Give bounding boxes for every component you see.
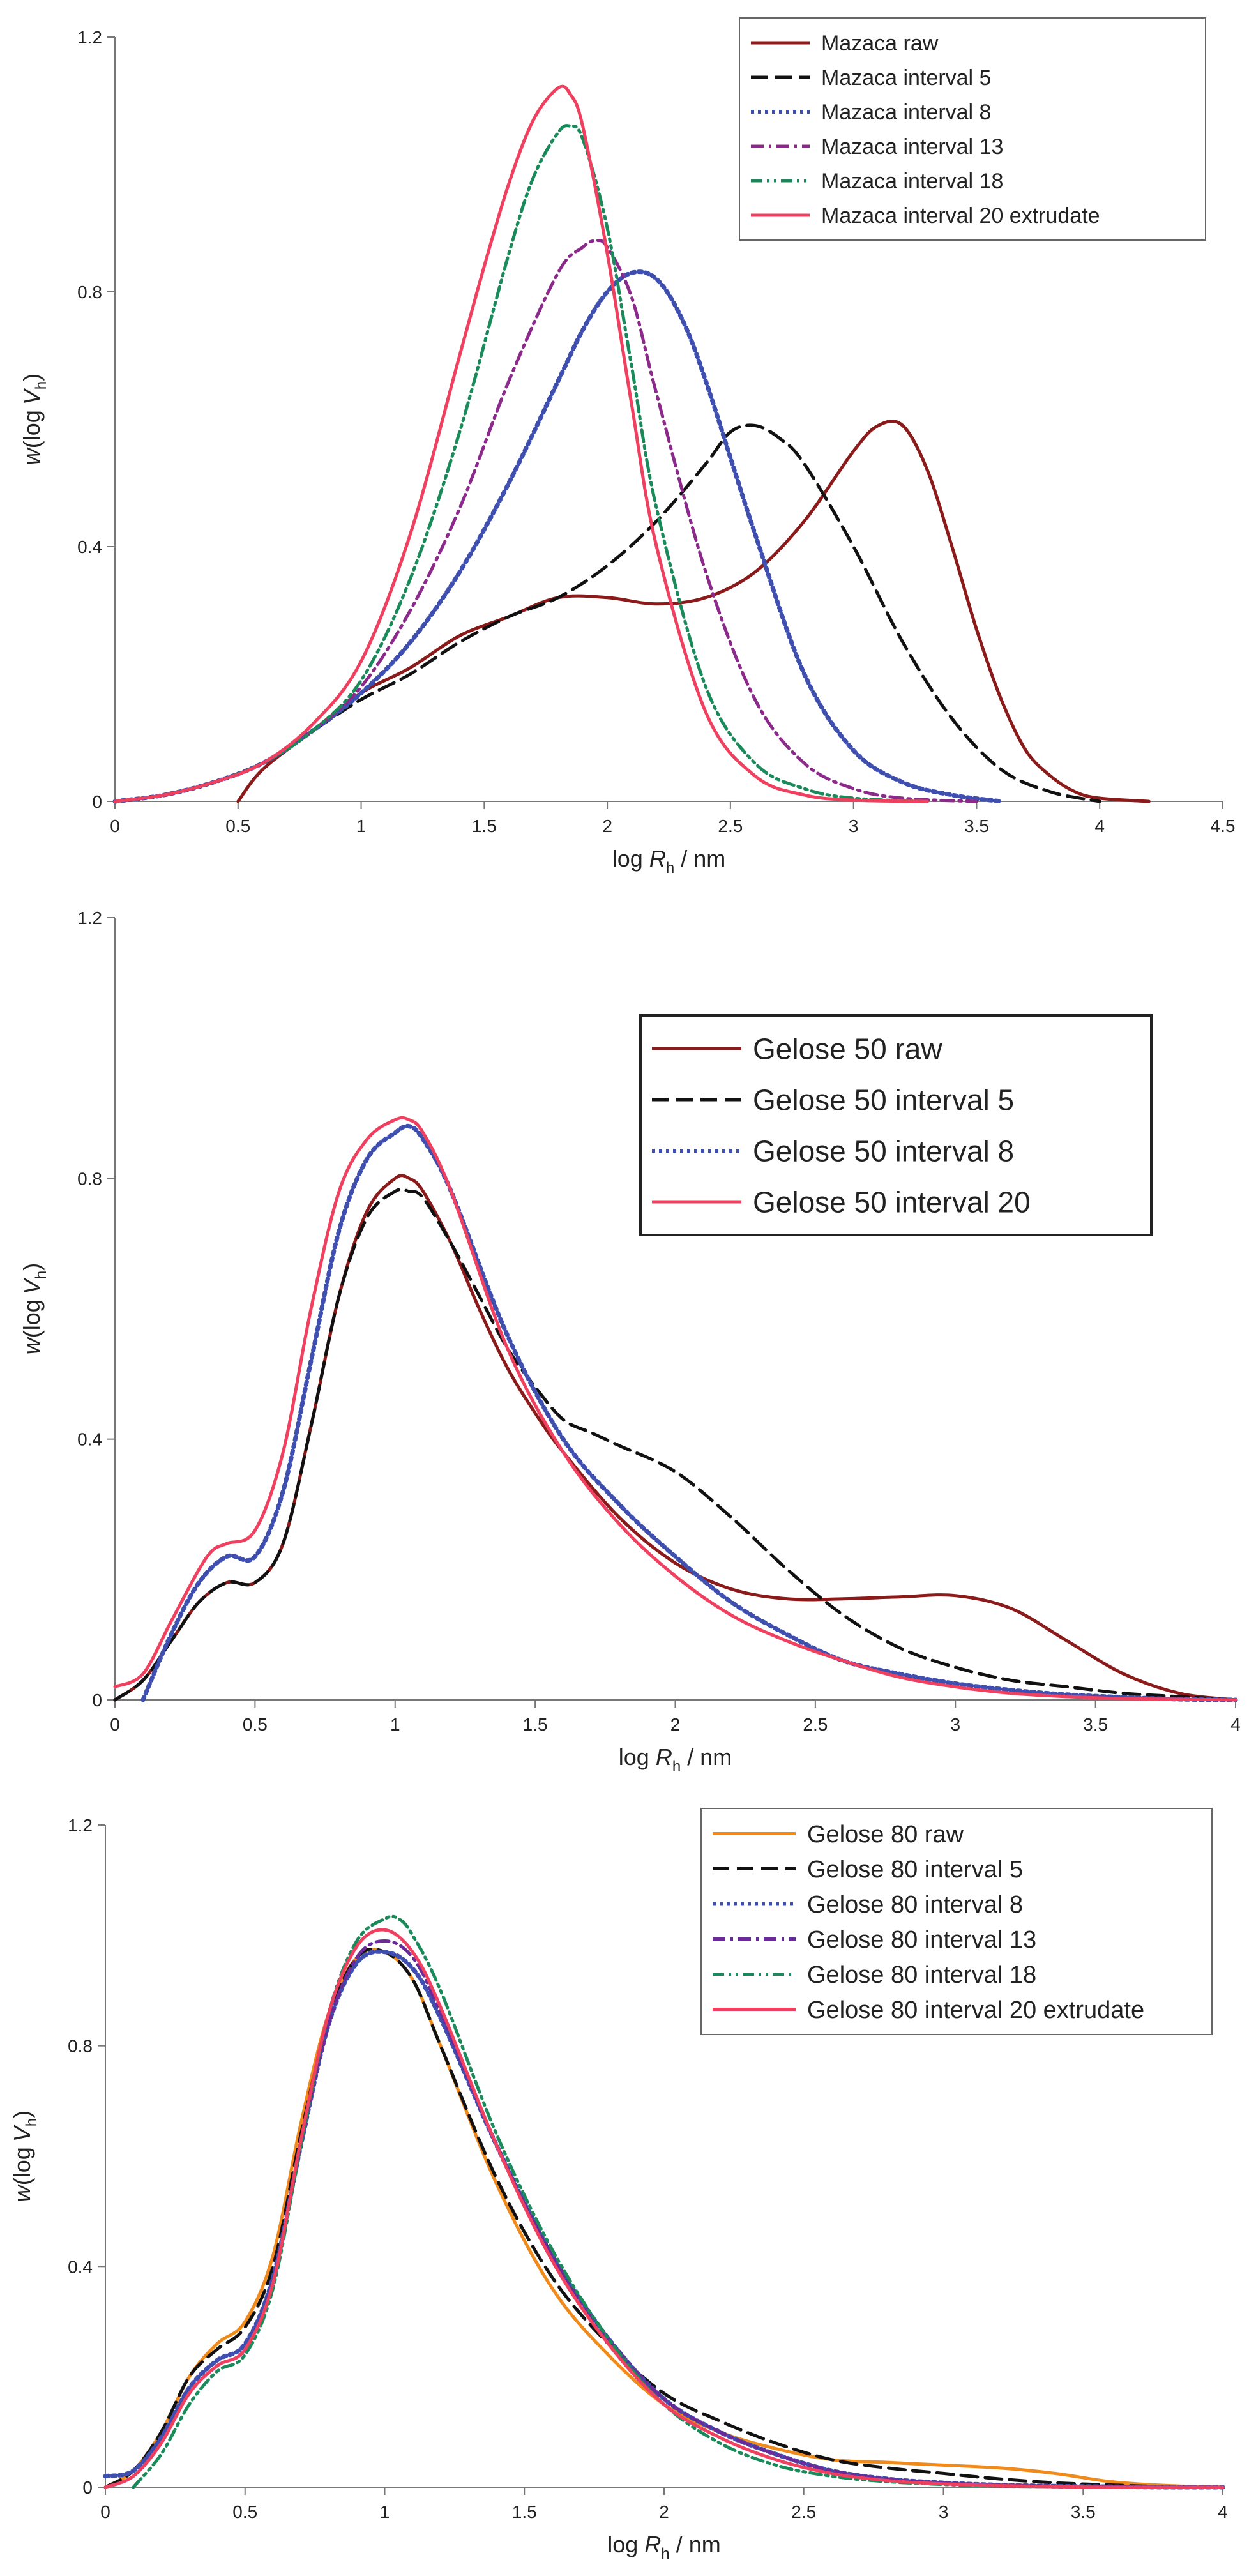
x-tick-label: 2 (659, 2502, 669, 2522)
y-tick-label: 0.8 (77, 1169, 102, 1188)
legend-label: Mazaca interval 18 (821, 169, 1003, 193)
x-tick-label: 0 (100, 2502, 110, 2522)
legend-label: Gelose 50 interval 5 (753, 1084, 1014, 1117)
x-tick-label: 3.5 (1083, 1715, 1108, 1734)
legend-label: Mazaca interval 8 (821, 100, 991, 125)
panel-gelose50: 0 0.4 0.8 1.2 0 0.5 1 1.5 2 2.5 3 3.5 4 log Rh / nm w(… (19, 908, 1241, 1775)
series-line-1 (103, 1948, 1225, 2489)
series-line-2 (113, 1187, 1237, 1702)
series-line-3 (140, 1123, 1238, 1702)
y-tick-label: 0 (92, 1690, 102, 1710)
x-tick-label: 1.5 (472, 816, 497, 836)
x-axis-label: log Rh / nm (619, 1744, 732, 1775)
x-tick-label: 0.5 (232, 2502, 257, 2522)
series-line-2 (113, 423, 1101, 803)
y-tick-label: 0.4 (68, 2257, 93, 2277)
y-tick-label: 0.4 (77, 537, 102, 557)
y-axis-label: w(logVh) (9, 2110, 40, 2202)
x-tick-label: 0 (110, 1715, 120, 1734)
x-tick-label: 4.5 (1211, 816, 1236, 836)
series-line-3 (112, 269, 1004, 804)
x-tick-label: 1 (380, 2502, 390, 2522)
x-axis-label: log Rh / nm (612, 845, 725, 877)
legend: Mazaca raw Mazaca interval 5 Mazaca interv… (739, 17, 1206, 241)
panel-mazaca: 0 0.4 0.8 1.2 0 0.5 1 1.5 2 2.5 3 3.5 4 4.5 log Rh / n… (19, 17, 1236, 877)
x-tick-label: 3 (939, 2502, 949, 2522)
series-line-5 (113, 124, 929, 803)
x-tick-label: 0 (110, 816, 120, 836)
legend-label: Gelose 50 interval 20 (753, 1186, 1031, 1219)
x-tick-label: 3.5 (1071, 2502, 1096, 2522)
legend-box (739, 17, 1206, 241)
y-axis-label: w(logVh) (19, 1263, 50, 1354)
x-tick-label: 3.5 (964, 816, 989, 836)
series-line-6 (113, 84, 929, 803)
legend-label: Gelose 80 raw (807, 1821, 964, 1848)
x-tick-label: 2 (602, 816, 612, 836)
legend-label: Gelose 50 interval 8 (753, 1135, 1014, 1168)
legend-label: Mazaca interval 5 (821, 66, 991, 90)
series-line-4 (113, 1116, 1237, 1702)
series-line-2 (103, 1947, 1225, 2489)
legend-label: Mazaca interval 13 (821, 135, 1003, 159)
legend: Gelose 50 raw Gelose 50 interval 5 Gelose … (639, 1014, 1153, 1236)
y-tick-label: 0 (92, 792, 102, 812)
x-tick-label: 4 (1218, 2502, 1228, 2522)
series-line-1 (113, 1174, 1237, 1702)
series-line-4 (113, 238, 978, 803)
legend-label: Gelose 50 raw (753, 1033, 942, 1066)
legend-label: Gelose 80 interval 18 (807, 1962, 1036, 1989)
legend-label: Gelose 80 interval 8 (807, 1891, 1023, 1918)
x-tick-label: 2.5 (718, 816, 743, 836)
legend-label: Mazaca interval 20 extrudate (821, 204, 1100, 228)
x-tick-label: 2.5 (791, 2502, 816, 2522)
x-tick-label: 1.5 (512, 2502, 537, 2522)
y-tick-label: 1.2 (77, 27, 102, 47)
legend-label: Mazaca raw (821, 31, 939, 56)
x-tick-label: 2 (670, 1715, 681, 1734)
legend-label: Gelose 80 interval 13 (807, 1927, 1036, 1953)
legend: Gelose 80 raw Gelose 80 interval 5 Gelose … (700, 1808, 1213, 2035)
y-tick-label: 1.2 (68, 1815, 93, 1835)
y-axis-label: w(logVh) (19, 374, 50, 465)
x-tick-label: 4 (1094, 816, 1105, 836)
x-tick-label: 0.5 (243, 1715, 268, 1734)
y-tick-label: 0.4 (77, 1430, 102, 1450)
legend-box (639, 1014, 1153, 1236)
y-tick-label: 0.8 (68, 2036, 93, 2056)
x-tick-label: 3 (849, 816, 859, 836)
y-tick-label: 0.8 (77, 282, 102, 302)
x-tick-label: 0.5 (225, 816, 250, 836)
y-tick-label: 0 (82, 2478, 93, 2497)
x-axis-label: log Rh / nm (607, 2531, 720, 2563)
series-line-1 (236, 420, 1151, 803)
x-tick-label: 3 (950, 1715, 960, 1734)
legend-label: Gelose 80 interval 5 (807, 1856, 1023, 1883)
legend-label: Gelose 80 interval 20 extrudate (807, 1997, 1144, 2024)
legend-box (700, 1808, 1213, 2035)
x-tick-label: 4 (1230, 1715, 1241, 1734)
x-tick-label: 1 (356, 816, 367, 836)
panel-gelose80: 0 0.4 0.8 1.2 0 0.5 1 1.5 2 2.5 3 3.5 4 log Rh / nm w(… (9, 1808, 1228, 2563)
y-tick-label: 1.2 (77, 908, 102, 928)
x-tick-label: 1 (390, 1715, 400, 1734)
series-line-6 (103, 1928, 1225, 2489)
x-tick-label: 1.5 (523, 1715, 548, 1734)
x-tick-label: 2.5 (803, 1715, 828, 1734)
